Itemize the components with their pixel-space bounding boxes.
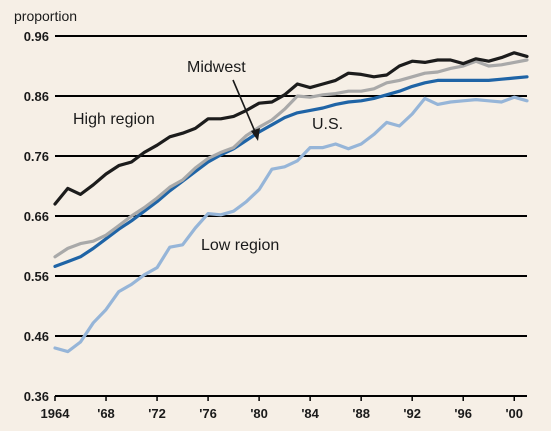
series-line-low-region	[53, 95, 529, 354]
y-tick-label: 0.76	[24, 149, 49, 164]
x-tick-label: '80	[250, 406, 268, 421]
x-tick-label: 1964	[41, 406, 71, 421]
series-lines	[53, 51, 529, 354]
x-tick-label: '92	[403, 406, 421, 421]
x-tick-label: '88	[352, 406, 370, 421]
x-tick-label: '76	[199, 406, 217, 421]
y-tick-label: 0.86	[24, 89, 49, 104]
y-tick-label: 0.56	[24, 269, 49, 284]
annotations: Midwest High region U.S. Low region	[73, 59, 343, 254]
annotation-high-region: High region	[73, 111, 155, 128]
x-tick-labels: 1964 '68 '72 '76 '80 '84 '88 '92 '96 '00	[41, 406, 523, 421]
x-tick-label: '00	[505, 406, 523, 421]
series-line-u-s	[53, 75, 529, 268]
x-tick-label: '72	[148, 406, 166, 421]
y-tick-label: 0.36	[24, 389, 49, 404]
y-tick-label: 0.46	[24, 329, 49, 344]
midwest-arrow-shaft	[232, 79, 257, 135]
x-tick-label: '96	[454, 406, 472, 421]
annotation-low-region: Low region	[201, 237, 279, 254]
annotation-midwest: Midwest	[187, 59, 246, 76]
midwest-arrow-head	[251, 128, 260, 141]
y-axis-label: proportion	[14, 8, 77, 24]
y-tick-label: 0.96	[24, 29, 49, 44]
x-tick-label: '68	[97, 406, 115, 421]
y-tick-label: 0.66	[24, 209, 49, 224]
series-line-high-region	[53, 51, 529, 206]
annotation-us: U.S.	[312, 116, 343, 133]
series-line-midwest	[53, 58, 529, 259]
x-tick-label: '84	[301, 406, 319, 421]
y-tick-labels: 0.36 0.46 0.56 0.66 0.76 0.86 0.96	[24, 29, 49, 404]
